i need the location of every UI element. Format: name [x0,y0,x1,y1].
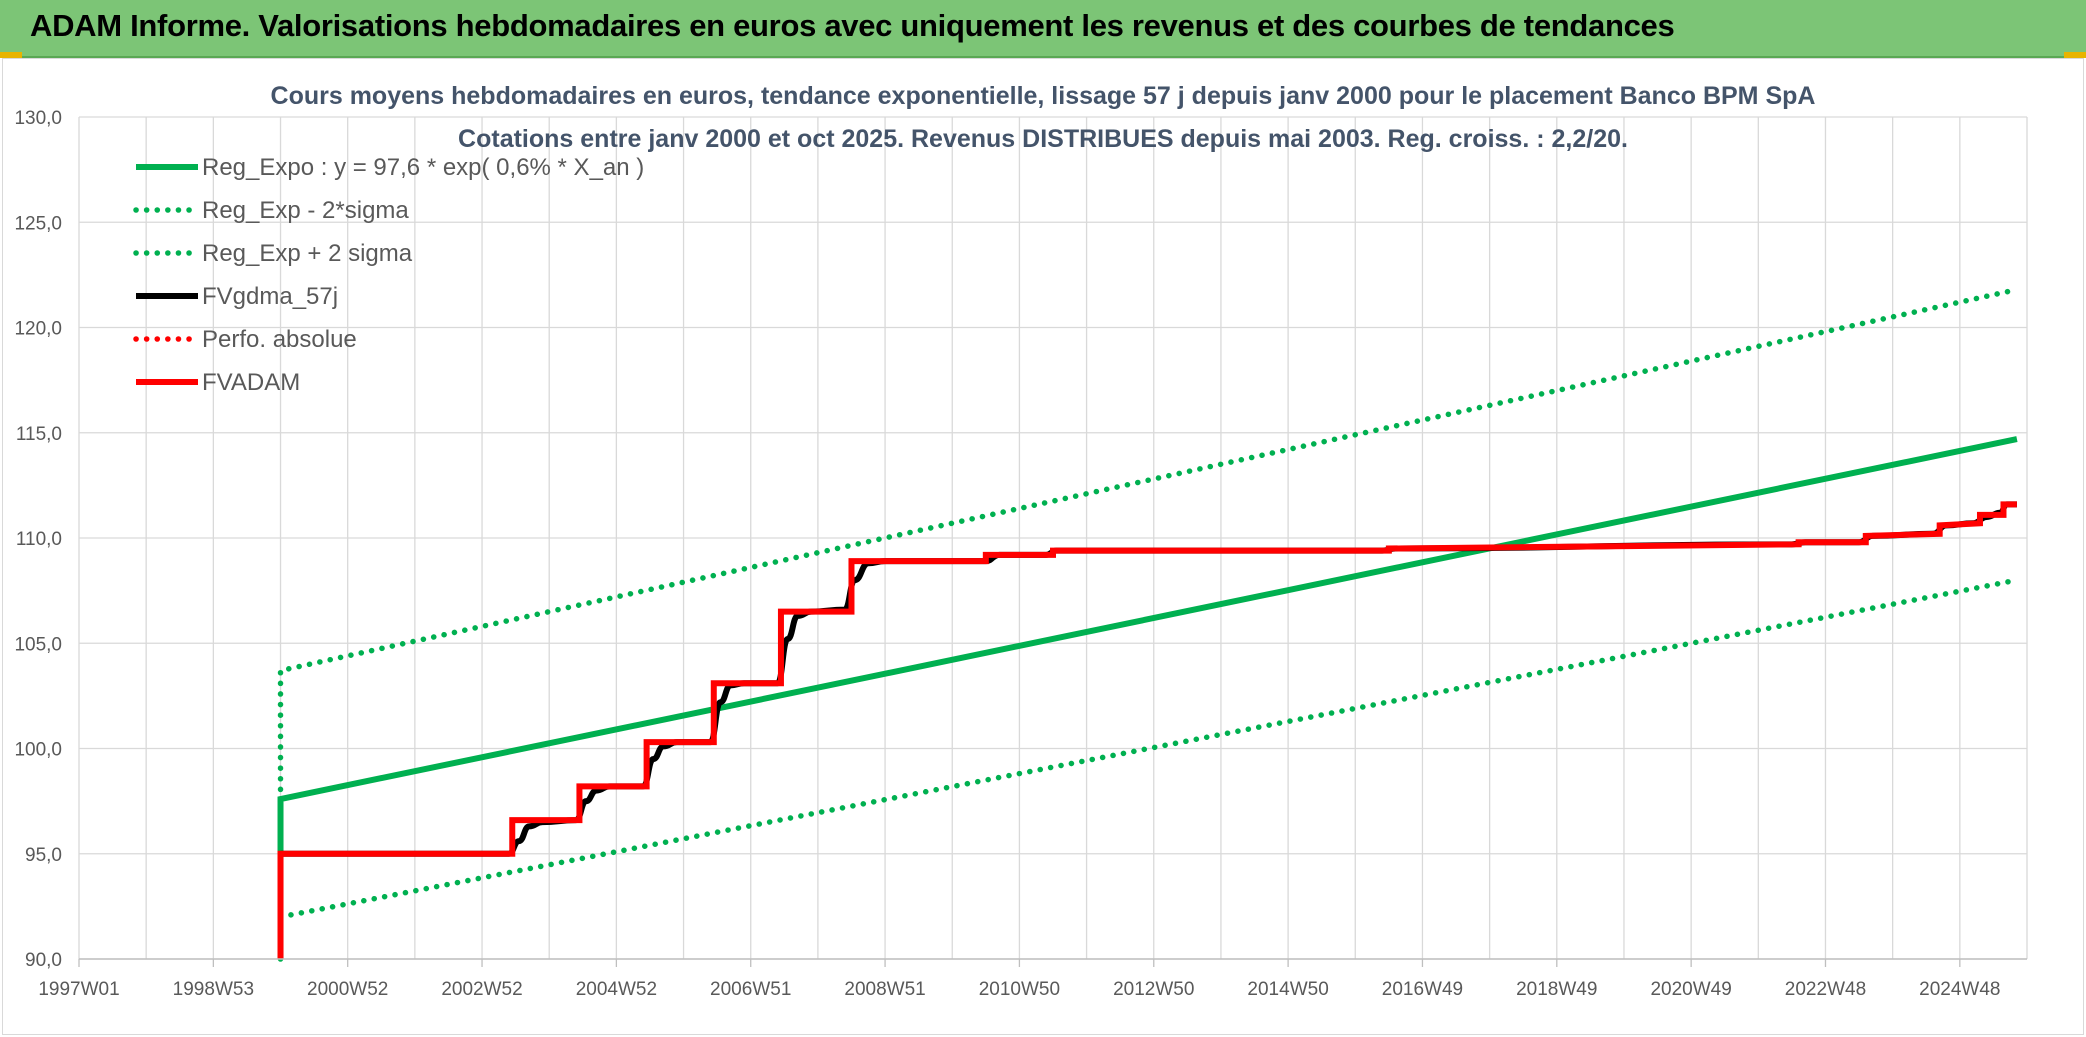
report-banner: ADAM Informe. Valorisations hebdomadaire… [0,0,2086,58]
corner-accent-left [0,52,22,58]
series-line-fvgdma-57j [280,501,2017,857]
series-layer [277,286,2020,962]
x-tick-label: 2012W50 [1113,979,1194,1000]
y-tick-label: 90,0 [25,950,62,971]
y-tick-label: 110,0 [16,529,62,550]
x-tick-label: 2010W50 [979,979,1060,1000]
y-tick-label: 130,0 [14,108,62,129]
legend-label: Reg_Exp - 2*sigma [202,197,409,224]
y-tick-label: 125,0 [14,213,62,234]
axis-layer: 90,0 95,0 100,0 105,0 110,0 115,0 120,0 125,0 13… [14,108,2027,1000]
x-tick-label: 2018W49 [1516,979,1597,1000]
x-tick-label: 2004W52 [576,979,657,1000]
y-tick-label: 115,0 [16,424,62,445]
y-tick-label: 120,0 [14,319,62,340]
series-line-reg-expo-y-97-6-exp-0-6-x-an [277,436,2018,959]
x-tick-label: 2014W50 [1247,979,1328,1000]
x-tick-label: 2020W49 [1650,979,1731,1000]
legend: Reg_Expo : y = 97,6 * exp( 0,6% * X_an )… [133,154,644,396]
y-tick-label: 105,0 [14,634,62,655]
chart-title: Cours moyens hebdomadaires en euros, ten… [271,82,1816,110]
chart: 90,0 95,0 100,0 105,0 110,0 115,0 120,0 125,0 13… [14,82,2028,1000]
x-tick-label: 2006W51 [710,979,791,1000]
series-line-reg-exp-2-sigma [277,577,2020,920]
corner-accent-right [2064,52,2086,58]
y-tick-label: 100,0 [14,740,62,761]
legend-label: FVgdma_57j [202,283,338,310]
x-tick-label: 2016W49 [1382,979,1463,1000]
x-tick-label: 2002W52 [441,979,522,1000]
x-tick-label: 2000W52 [307,979,388,1000]
legend-label: Perfo. absolue [202,326,357,353]
legend-label: Reg_Expo : y = 97,6 * exp( 0,6% * X_an ) [202,154,644,181]
banner-title: ADAM Informe. Valorisations hebdomadaire… [30,8,1675,43]
series-line-reg-exp-2-sigma [277,286,2020,962]
x-tick-label: 1997W01 [38,979,119,1000]
x-tick-label: 1998W53 [173,979,254,1000]
series-line-fvadam [277,501,2017,959]
chart-subtitle: Cotations entre janv 2000 et oct 2025. R… [458,125,1628,153]
x-tick-label: 2022W48 [1785,979,1866,1000]
x-tick-label: 2008W51 [844,979,925,1000]
x-tick-label: 2024W48 [1919,979,2000,1000]
y-tick-label: 95,0 [25,845,62,866]
legend-label: FVADAM [202,369,300,396]
legend-label: Reg_Exp + 2 sigma [202,240,413,267]
